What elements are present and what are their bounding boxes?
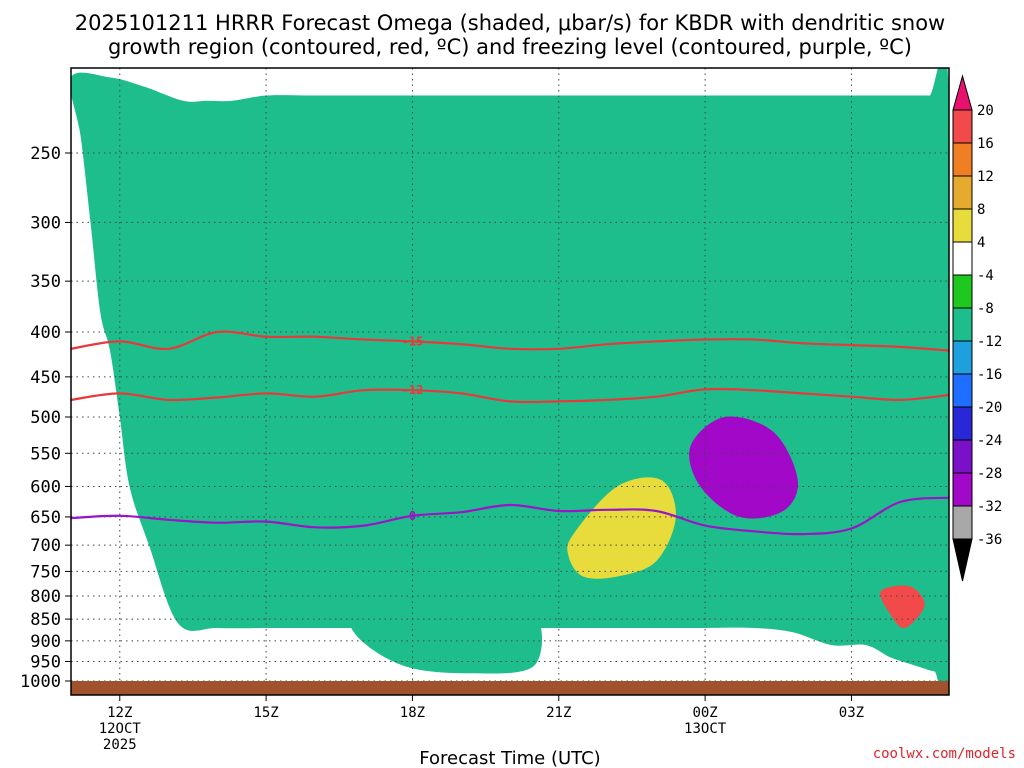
chart-title-line-2: growth region (contoured, red, ºC) and f… xyxy=(108,35,912,59)
credit-text: coolwx.com/models xyxy=(873,746,1016,762)
y-tick-label: 750 xyxy=(30,562,61,582)
y-tick-label: 600 xyxy=(30,477,61,497)
colorbar-box xyxy=(952,175,973,210)
x-tick-label: 13OCT xyxy=(684,721,727,737)
x-tick-label: 2025 xyxy=(103,737,137,753)
y-tick-label: 300 xyxy=(30,213,61,233)
x-tick-label: 03Z xyxy=(839,705,864,721)
x-tick-label: 15Z xyxy=(253,705,278,721)
x-tick-label: 12Z xyxy=(107,705,132,721)
freezing-level-contour-label: 0 xyxy=(409,509,416,523)
plot-frame xyxy=(70,67,950,696)
omega-region-0 xyxy=(71,68,949,695)
y-axis: 2503003504004505005506006507007508008509… xyxy=(20,144,71,692)
plot-area: -15 -12 0 xyxy=(71,68,949,695)
y-tick-label: 550 xyxy=(30,444,61,464)
omega-core-2 xyxy=(689,416,799,519)
y-tick-label: 500 xyxy=(30,408,61,428)
colorbar-label: -24 xyxy=(977,433,1002,449)
colorbar-label: 20 xyxy=(977,103,994,119)
y-tick-label: 1000 xyxy=(20,672,61,692)
y-tick-label: 850 xyxy=(30,610,61,630)
colorbar-box xyxy=(952,142,973,177)
colorbar-label: -28 xyxy=(977,466,1002,482)
colorbar: 20 16 12 8 4 -4 -8 -12 -16 -20 -24 -28 -32 -36 xyxy=(952,74,1002,582)
dgz-contour-1-label: -12 xyxy=(402,383,424,397)
x-tick-label: 00Z xyxy=(692,705,717,721)
x-tick-label: 18Z xyxy=(400,705,425,721)
y-tick-label: 350 xyxy=(30,272,61,292)
colorbar-box xyxy=(952,439,973,474)
colorbar-label: -4 xyxy=(977,268,994,284)
colorbar-label: -36 xyxy=(977,532,1002,548)
colorbar-label: -32 xyxy=(977,499,1002,515)
colorbar-box xyxy=(952,274,973,309)
y-tick-label: 900 xyxy=(30,632,61,652)
dgz-contour-0 xyxy=(71,330,949,352)
colorbar-label: -20 xyxy=(977,400,1002,416)
colorbar-label: 16 xyxy=(977,136,994,152)
colorbar-box xyxy=(952,472,973,507)
omega-shading xyxy=(71,68,949,695)
chart-title-line-1: 2025101211 HRRR Forecast Omega (shaded, … xyxy=(75,11,945,35)
colorbar-box xyxy=(952,406,973,441)
colorbar-label: 12 xyxy=(977,169,994,185)
colorbar-box xyxy=(952,208,973,243)
colorbar-box xyxy=(952,340,973,375)
y-tick-label: 650 xyxy=(30,508,61,528)
colorbar-bottom-arrow xyxy=(952,538,973,582)
colorbar-label: 4 xyxy=(977,235,985,251)
y-tick-label: 400 xyxy=(30,323,61,343)
colorbar-label: 8 xyxy=(977,202,985,218)
omega-region-1 xyxy=(347,589,543,674)
dgz-contour-0-label: -15 xyxy=(402,334,424,348)
colorbar-box xyxy=(952,373,973,408)
y-tick-label: 700 xyxy=(30,536,61,556)
contour-lines: -15 -12 0 xyxy=(71,330,949,536)
x-tick-label: 21Z xyxy=(546,705,571,721)
colorbar-box xyxy=(952,109,973,144)
colorbar-box xyxy=(952,505,973,540)
y-tick-label: 950 xyxy=(30,652,61,672)
colorbar-top-arrow xyxy=(952,74,973,111)
grid-lines xyxy=(71,68,949,695)
ground-bar xyxy=(71,681,949,695)
x-axis-label: Forecast Time (UTC) xyxy=(419,748,600,768)
colorbar-label: -12 xyxy=(977,334,1002,350)
colorbar-label: -16 xyxy=(977,367,1002,383)
colorbar-box xyxy=(952,241,973,276)
y-tick-label: 250 xyxy=(30,144,61,164)
dgz-contour-1 xyxy=(71,387,949,404)
y-tick-label: 800 xyxy=(30,587,61,607)
y-tick-label: 450 xyxy=(30,368,61,388)
x-tick-label: 12OCT xyxy=(99,721,142,737)
omega-core-3 xyxy=(567,477,676,579)
freezing-level-contour xyxy=(71,496,949,536)
colorbar-label: -8 xyxy=(977,301,994,317)
colorbar-box xyxy=(952,307,973,342)
